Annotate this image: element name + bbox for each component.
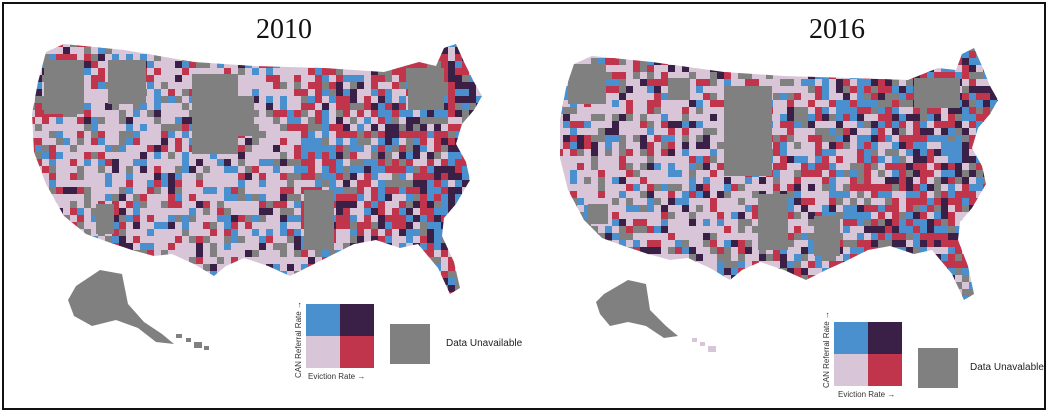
legend-unavailable-swatch xyxy=(918,348,958,388)
bivariate-legend: CAN Referral Rate → Eviction Rate → Data… xyxy=(294,301,526,404)
choropleth-map-2010 xyxy=(32,44,482,350)
legend-y-axis-label: CAN Referral Rate → xyxy=(294,301,303,378)
legend-cell-high-referral-high-eviction xyxy=(868,322,902,354)
legend-cell-high-referral-low-eviction xyxy=(306,304,340,336)
legend-cell-high-referral-low-eviction xyxy=(834,322,868,354)
choropleth-map-2016 xyxy=(560,48,998,352)
figure-frame: 2010 CAN Referral Rate → Eviction Rate →… xyxy=(2,2,1046,410)
map-panel-2016: 2016 CAN Referral Rate → Eviction Rate →… xyxy=(528,4,1046,408)
legend-unavailable-label: Data Unavalable xyxy=(970,362,1044,373)
legend-cell-high-referral-high-eviction xyxy=(340,304,374,336)
legend-cell-low-referral-low-eviction xyxy=(306,336,340,368)
legend-x-axis-label: Eviction Rate → xyxy=(838,390,896,399)
legend-cell-low-referral-low-eviction xyxy=(834,354,868,386)
alaska-counties-2010 xyxy=(68,270,174,344)
legend-x-axis-label: Eviction Rate → xyxy=(308,372,366,381)
contiguous-us-counties-2016 xyxy=(560,48,998,300)
legend-unavailable-label: Data Unavailable xyxy=(446,338,523,349)
hawaii-2010 xyxy=(176,334,209,350)
legend-cell-low-referral-high-eviction xyxy=(868,354,902,386)
contiguous-us-counties-2010 xyxy=(32,44,482,294)
bivariate-legend: CAN Referral Rate → Eviction Rate → Data… xyxy=(822,311,1044,408)
map-panel-2010: 2010 CAN Referral Rate → Eviction Rate →… xyxy=(4,4,524,408)
legend-y-axis-label: CAN Referral Rate → xyxy=(822,311,831,388)
map-year-title: 2010 xyxy=(256,14,312,45)
legend-unavailable-swatch xyxy=(390,324,430,364)
map-year-title: 2016 xyxy=(809,14,865,45)
legend-cell-low-referral-high-eviction xyxy=(340,336,374,368)
hawaii-2016 xyxy=(692,338,716,352)
